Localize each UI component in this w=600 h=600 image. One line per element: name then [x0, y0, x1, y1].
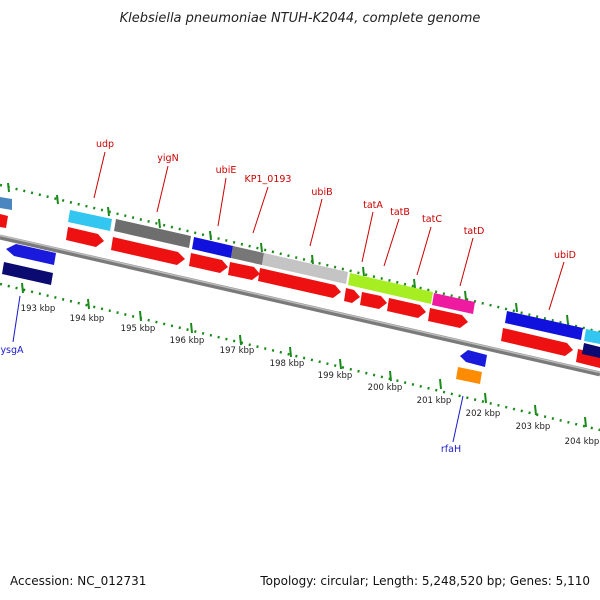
- feature-cyan[interactable]: [68, 210, 112, 231]
- reverse-strand-features: [2, 244, 600, 384]
- forward-strand-features: [0, 197, 600, 344]
- gene-label-ubiE[interactable]: ubiE: [216, 165, 237, 176]
- scale-label: 199 kbp: [318, 371, 353, 381]
- feature-gray-kp1[interactable]: [231, 246, 264, 265]
- cds-arrow[interactable]: [428, 308, 468, 328]
- inner-major-ticks: [21, 282, 587, 428]
- feature-gray-yigN[interactable]: [114, 219, 191, 248]
- cds-arrow[interactable]: [111, 237, 185, 265]
- cds-arrow[interactable]: [360, 292, 387, 309]
- cds-arrow-reverse-ysgA[interactable]: [6, 244, 56, 265]
- topology-text: Topology: circular; Length: 5,248,520 bp…: [259, 574, 590, 588]
- feature-blue-ubiE[interactable]: [192, 237, 233, 258]
- cds-arrow[interactable]: [66, 227, 104, 247]
- scale-label: 193 kbp: [21, 304, 56, 314]
- feature-orange-rfaH[interactable]: [456, 367, 482, 384]
- label-leader-lines-blue: [12, 295, 464, 443]
- scale-label: 202 kbp: [466, 409, 501, 419]
- cds-arrow-reverse-rfaH[interactable]: [460, 350, 487, 367]
- scale-label: 194 kbp: [70, 314, 105, 324]
- gene-label-tatC[interactable]: tatC: [422, 214, 442, 225]
- cds-arrow[interactable]: [0, 214, 8, 228]
- scale-label: 201 kbp: [417, 396, 452, 406]
- feature-cyan-right[interactable]: [584, 329, 600, 344]
- scale-label: 198 kbp: [270, 359, 305, 369]
- scale-labels: 193 kbp 194 kbp 195 kbp 196 kbp 197 kbp …: [21, 304, 600, 447]
- feature-navy-right[interactable]: [582, 343, 600, 358]
- feature-navy-ysgA[interactable]: [2, 262, 53, 285]
- feature-lightgray-ubiB[interactable]: [262, 253, 348, 284]
- feature-blue-ubiD[interactable]: [505, 311, 583, 340]
- scale-label: 196 kbp: [170, 336, 205, 346]
- scale-label: 200 kbp: [368, 383, 403, 393]
- gene-label-ysgA[interactable]: ysgA: [0, 345, 24, 356]
- feature-magenta-tatD[interactable]: [432, 293, 475, 314]
- genome-backbone: [0, 234, 600, 377]
- gene-label-rfaH[interactable]: rfaH: [441, 444, 461, 455]
- gene-label-ubiB[interactable]: ubiB: [311, 187, 332, 198]
- gene-label-udp[interactable]: udp: [96, 139, 114, 150]
- scale-label: 203 kbp: [516, 422, 551, 432]
- label-leader-lines: [93, 151, 565, 311]
- feature-lime-tatABC[interactable]: [348, 273, 433, 304]
- map-title: Klebsiella pneumoniae NTUH-K2044, comple…: [120, 11, 481, 26]
- scale-label: 204 kbp: [565, 437, 600, 447]
- forward-cds-arrows: [0, 214, 600, 368]
- gene-label-tatD[interactable]: tatD: [464, 226, 485, 237]
- feature-steelblue-left[interactable]: [0, 197, 12, 210]
- cds-arrow[interactable]: [228, 262, 260, 280]
- cds-arrow[interactable]: [501, 328, 573, 356]
- outer-major-ticks: [7, 182, 569, 325]
- cds-arrow[interactable]: [344, 288, 360, 303]
- scale-label: 197 kbp: [220, 346, 255, 356]
- accession-text: Accession: NC_012731: [10, 574, 146, 588]
- cds-arrow[interactable]: [189, 253, 228, 273]
- gene-label-yigN[interactable]: yigN: [157, 153, 178, 164]
- gene-label-tatB[interactable]: tatB: [390, 207, 410, 218]
- scale-label: 195 kbp: [121, 324, 156, 334]
- cds-arrow[interactable]: [258, 268, 341, 298]
- gene-label-ubiD[interactable]: ubiD: [554, 250, 576, 261]
- gene-label-tatA[interactable]: tatA: [363, 200, 383, 211]
- gene-label-KP1_0193[interactable]: KP1_0193: [245, 174, 292, 185]
- gene-labels: udp yigN ubiE KP1_0193 ubiB tatA tatB ta…: [0, 139, 576, 455]
- cds-arrow[interactable]: [387, 298, 426, 318]
